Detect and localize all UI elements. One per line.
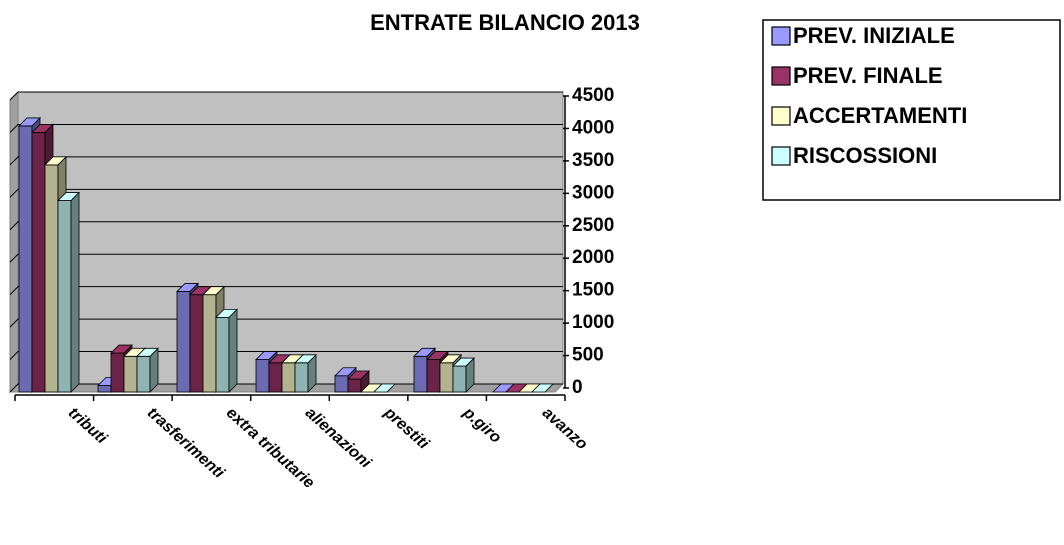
- bar-top: [439, 354, 462, 364]
- legend-swatch: [771, 66, 791, 86]
- bar-top: [531, 383, 554, 393]
- bar-top: [255, 351, 278, 360]
- bar: [136, 347, 159, 393]
- bar-top: [215, 308, 238, 318]
- y-tick-label: 4000: [572, 117, 614, 138]
- bar-front: [215, 316, 230, 393]
- legend-swatch: [771, 146, 791, 166]
- legend-swatch: [771, 26, 791, 46]
- legend: [762, 19, 1061, 201]
- bar-top: [110, 344, 133, 354]
- y-tick-label: 2500: [572, 215, 614, 236]
- bar-front: [44, 164, 59, 393]
- y-tick-label: 0: [572, 377, 583, 398]
- bar-front: [426, 359, 441, 393]
- bar-front: [123, 355, 138, 393]
- bar-top: [426, 351, 449, 360]
- grid-line: [9, 91, 563, 101]
- x-tick-label: trasferimenti: [144, 404, 228, 482]
- grid-line: [9, 318, 563, 328]
- grid-line: [9, 123, 563, 133]
- bar-top: [44, 156, 67, 166]
- y-tick-label: 1000: [572, 312, 614, 333]
- x-tick-label: tributi: [65, 404, 110, 447]
- bar: [452, 357, 475, 393]
- bar-top: [176, 283, 199, 292]
- bar: [347, 370, 370, 393]
- legend-swatch: [771, 106, 791, 126]
- legend-label: PREV. INIZIALE: [793, 23, 955, 48]
- x-tick-label: p.giro: [459, 404, 504, 447]
- bar-top: [452, 357, 475, 367]
- bar-front: [18, 125, 33, 393]
- bar-top: [202, 286, 225, 296]
- y-tick-label: 4500: [572, 85, 614, 106]
- legend-label: RISCOSSIONI: [793, 143, 937, 168]
- bar-front: [413, 355, 428, 393]
- x-tick-label: prestiti: [380, 404, 432, 453]
- bar-front: [110, 352, 125, 393]
- chart-title: ENTRATE BILANCIO 2013: [370, 10, 640, 35]
- bar: [373, 383, 396, 393]
- bar-front: [334, 375, 349, 393]
- bar: [57, 191, 80, 393]
- bar-front: [255, 359, 270, 393]
- bar-front: [189, 294, 204, 393]
- bar-top: [334, 367, 357, 377]
- bar-top: [136, 347, 159, 357]
- bar-front: [136, 355, 151, 393]
- grid-line: [9, 156, 563, 166]
- grid-line: [9, 221, 563, 231]
- x-tick-label: alienazioni: [302, 404, 375, 472]
- bar-front: [268, 362, 283, 393]
- x-tick-label: avanzo: [539, 404, 591, 453]
- bar-front: [452, 365, 467, 393]
- grid-line: [9, 351, 563, 360]
- bar-front: [281, 362, 296, 393]
- y-tick-label: 2000: [572, 247, 614, 268]
- bar-top: [347, 370, 370, 380]
- bar-side: [228, 308, 238, 393]
- y-tick-label: 500: [572, 345, 604, 366]
- plot-wall: [17, 91, 564, 385]
- bar: [531, 383, 554, 393]
- legend-label: ACCERTAMENTI: [793, 103, 967, 128]
- bar-top: [373, 383, 396, 393]
- bar-front: [439, 362, 454, 393]
- legend-label: PREV. FINALE: [793, 63, 943, 88]
- bar-front: [176, 291, 191, 393]
- y-tick-label: 3500: [572, 150, 614, 171]
- bar-front: [202, 294, 217, 393]
- bar: [294, 353, 317, 393]
- bar-top: [413, 347, 436, 357]
- bar-top: [31, 124, 54, 133]
- bar: [215, 308, 238, 393]
- bar-front: [294, 362, 309, 393]
- y-tick-label: 3000: [572, 182, 614, 203]
- grid-line: [9, 286, 563, 296]
- bar-top: [18, 117, 41, 127]
- y-tick-label: 1500: [572, 280, 614, 301]
- bar-front: [347, 378, 362, 393]
- grid-line: [9, 188, 563, 198]
- plot-side: [9, 90, 19, 394]
- bar-front: [97, 385, 112, 393]
- bar-front: [31, 132, 46, 393]
- bar-side: [70, 191, 80, 393]
- bar-top: [294, 354, 317, 364]
- bar-top: [57, 192, 80, 201]
- grid-line: [9, 253, 563, 263]
- bar-front: [57, 200, 72, 393]
